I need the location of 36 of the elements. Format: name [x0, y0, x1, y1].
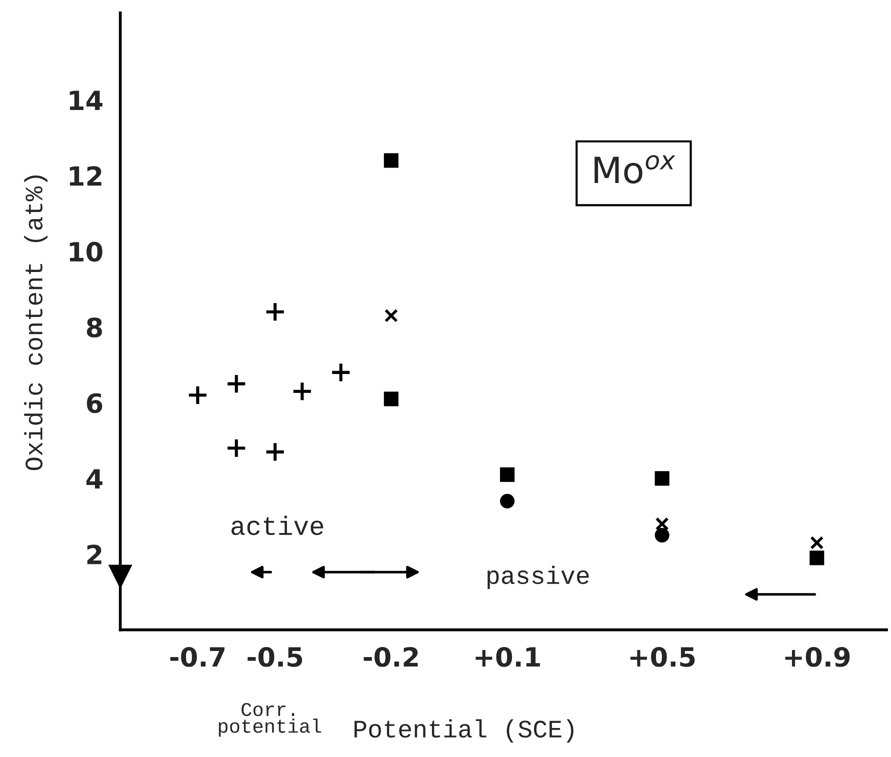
y-axis-title: Oxidic content (at%) — [24, 176, 48, 470]
y-tick-label: 2 — [87, 544, 102, 564]
x-tick-label: -0.5 — [248, 646, 302, 667]
x-tick-label: +0.9 — [785, 646, 850, 667]
point — [654, 528, 670, 542]
x-tick-label: +0.5 — [630, 646, 695, 667]
point — [226, 373, 247, 394]
point — [810, 550, 824, 566]
point — [384, 308, 398, 322]
point — [187, 384, 208, 406]
y-tick-label: 4 — [86, 469, 102, 488]
point — [655, 517, 669, 531]
point — [654, 471, 670, 486]
point — [384, 392, 398, 406]
y-tick-label: 14 — [70, 90, 102, 110]
annotation: Mo$^{ox}$ — [594, 155, 676, 184]
x-axis-title: Potential (SCE) — [354, 719, 574, 743]
x-tick-label: -0.2 — [364, 646, 418, 667]
point — [384, 153, 398, 168]
point — [292, 381, 312, 402]
x-tick-label: -0.7 — [170, 646, 224, 667]
annotation: active — [232, 516, 324, 536]
y-tick-label: 12 — [70, 166, 102, 186]
point — [500, 467, 515, 482]
point — [810, 536, 824, 550]
y-tick-label: 10 — [70, 242, 102, 262]
text: Corr. potential — [218, 702, 322, 737]
y-tick-label: 6 — [86, 393, 102, 414]
point — [264, 442, 286, 462]
y-tick-label: 8 — [86, 317, 102, 338]
point — [330, 362, 352, 383]
annotation: passive — [488, 566, 589, 590]
point — [264, 302, 286, 322]
point — [226, 438, 247, 458]
x-tick-label: +0.1 — [476, 646, 540, 667]
point — [500, 494, 515, 508]
